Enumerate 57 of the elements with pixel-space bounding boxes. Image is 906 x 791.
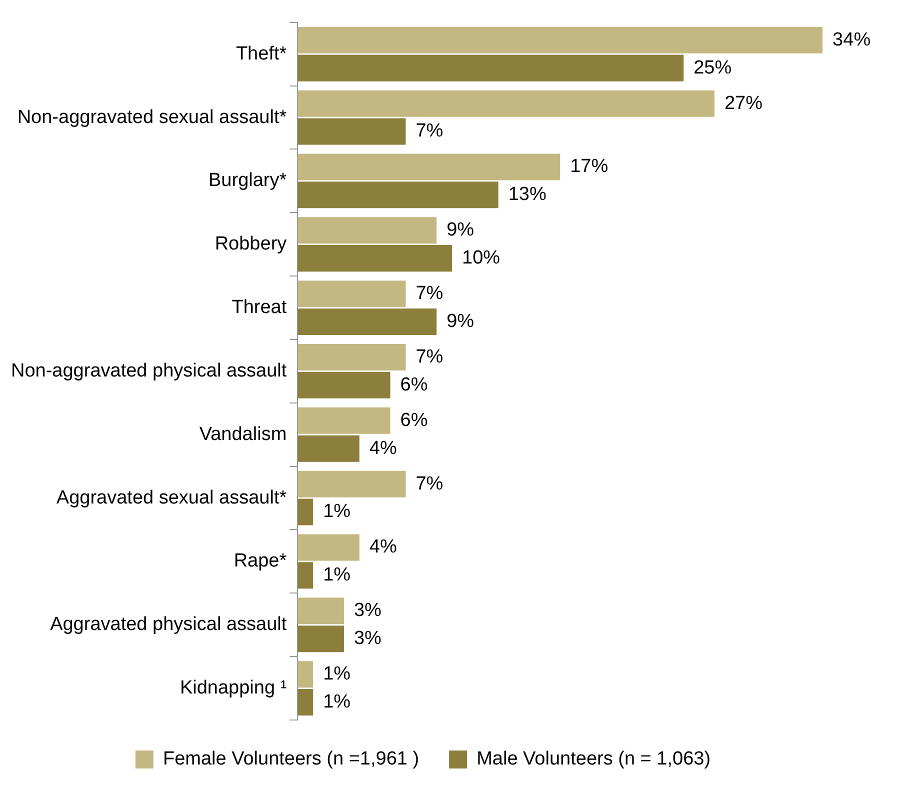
data-label: 34% [832,29,871,50]
y-tick-label: Non-aggravated physical assault [10,360,288,382]
y-tick-label: Theft* [236,43,288,64]
data-label: 9% [446,220,474,241]
bar [298,26,823,54]
bar [298,498,314,526]
data-label: 1% [323,564,351,586]
bar [298,407,390,434]
data-label: 4% [369,438,397,459]
bar [298,534,360,561]
data-label: 6% [400,410,428,431]
bar [298,372,390,398]
legend-label: Male Volunteers (n = 1,063) [476,748,711,770]
bar [298,90,714,117]
data-label: 7% [416,346,444,368]
bar [298,217,437,244]
bar [298,245,452,272]
bar [298,661,314,688]
y-tick-label: Vandalism [199,424,287,445]
data-label: 1% [323,664,351,685]
bar [298,470,406,498]
bar [298,344,406,371]
bar [298,118,406,145]
data-label: 25% [694,57,732,78]
data-label: 7% [416,120,444,142]
data-label: 17% [570,156,608,178]
y-tick-label: Robbery [214,234,288,255]
bar [298,280,406,308]
y-tick-label: Aggravated sexual assault* [56,487,288,508]
bar [298,688,314,716]
bar [298,54,684,82]
y-tick-label: Aggravated physical assault [50,614,288,636]
y-tick-label: Rape* [234,550,288,572]
data-label: 7% [416,283,444,304]
bar [298,598,344,624]
data-label: 3% [354,628,382,650]
bar [298,435,360,462]
bar [298,154,560,180]
legend-label: Female Volunteers (n =1,961 ) [162,748,420,770]
data-label: 9% [446,310,474,332]
y-tick-label: Burglary* [208,170,288,192]
data-label: 3% [354,600,382,622]
y-tick-label: Threat [232,297,288,318]
bar [298,626,344,652]
data-label: 1% [323,501,351,522]
y-tick-label: Non-aggravated sexual assault* [17,106,288,128]
data-label: 10% [462,248,500,269]
bar [298,182,498,208]
data-label: 1% [323,691,351,712]
data-label: 6% [400,374,428,396]
data-label: 4% [369,536,397,558]
data-label: 27% [724,92,763,114]
data-label: 13% [508,184,546,206]
y-tick-label: Kidnapping ¹ [180,678,287,699]
bar [298,308,437,335]
data-label: 7% [416,473,444,494]
bar [298,562,314,589]
